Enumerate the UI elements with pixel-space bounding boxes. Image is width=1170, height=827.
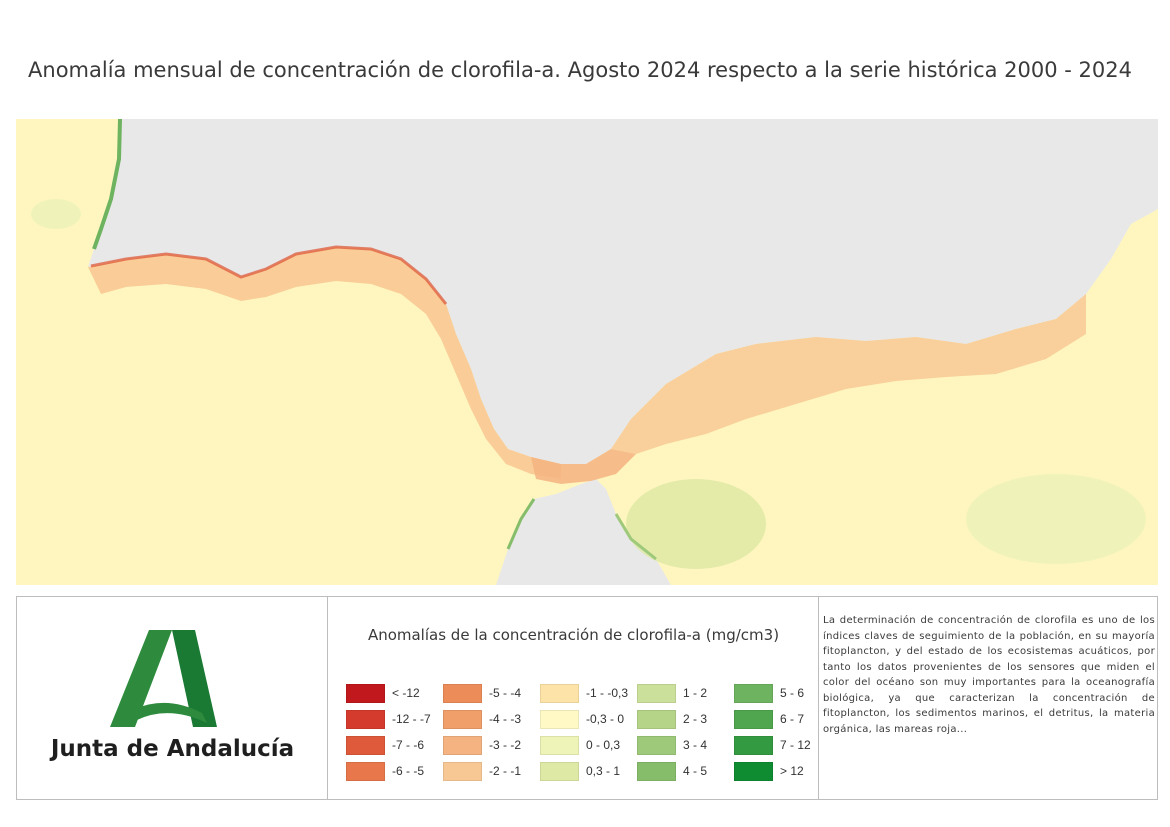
legend-swatch xyxy=(540,709,579,729)
junta-andalucia-logo-icon xyxy=(110,630,217,727)
legend-swatch xyxy=(443,761,482,781)
northwest-positive-patch xyxy=(31,199,81,229)
legend-item: -6 - -5 xyxy=(346,758,443,784)
legend-item: -2 - -1 xyxy=(443,758,540,784)
legend-label: -6 - -5 xyxy=(392,764,425,778)
legend-item: -5 - -4 xyxy=(443,680,540,706)
logo-text: Junta de Andalucía xyxy=(50,736,295,762)
coastal-anomaly-band xyxy=(88,247,561,479)
legend-label: > 12 xyxy=(780,764,804,778)
legend-swatch xyxy=(637,683,676,703)
legend-swatch xyxy=(540,735,579,755)
legend-item: 4 - 5 xyxy=(637,758,734,784)
legend-swatch xyxy=(346,683,385,703)
legend-item: 3 - 4 xyxy=(637,732,734,758)
legend-label: 4 - 5 xyxy=(683,764,708,778)
mediterranean-anomaly-band xyxy=(611,294,1086,454)
legend-label: -3 - -2 xyxy=(489,738,522,752)
alboran-positive-patch xyxy=(626,479,766,569)
legend-label: -1 - -0,3 xyxy=(586,686,629,700)
legend-swatch xyxy=(637,735,676,755)
legend-swatch xyxy=(540,761,579,781)
legend-swatch xyxy=(540,683,579,703)
alboran-coast-positive xyxy=(614,513,657,561)
legend-label: 1 - 2 xyxy=(683,686,708,700)
legend-item: -7 - -6 xyxy=(346,732,443,758)
legend-swatch xyxy=(734,683,773,703)
legend-swatch xyxy=(346,709,385,729)
legend-swatch xyxy=(637,761,676,781)
east-positive-patch xyxy=(966,474,1146,564)
legend-item: 7 - 12 xyxy=(734,732,831,758)
legend-section: Anomalías de la concentración de clorofi… xyxy=(328,597,819,799)
legend-label: -0,3 - 0 xyxy=(586,712,625,726)
info-panel: Junta de Andalucía Anomalías de la conce… xyxy=(16,596,1158,800)
legend-swatch xyxy=(443,683,482,703)
legend-swatch xyxy=(734,761,773,781)
morocco-coast-positive xyxy=(506,498,536,550)
legend-label: < -12 xyxy=(392,686,420,700)
legend-item: 0 - 0,3 xyxy=(540,732,637,758)
legend-item: > 12 xyxy=(734,758,831,784)
legend-item: -12 - -7 xyxy=(346,706,443,732)
legend-swatch xyxy=(346,735,385,755)
legend-label: 0,3 - 1 xyxy=(586,764,621,778)
portugal-coast-positive xyxy=(92,119,122,250)
legend-label: -12 - -7 xyxy=(392,712,431,726)
legend-label: 2 - 3 xyxy=(683,712,708,726)
legend-swatch xyxy=(734,735,773,755)
legend-label: 5 - 6 xyxy=(780,686,805,700)
legend-item: 6 - 7 xyxy=(734,706,831,732)
legend-item: 5 - 6 xyxy=(734,680,831,706)
chlorophyll-anomaly-map[interactable] xyxy=(16,119,1158,585)
legend-label: -2 - -1 xyxy=(489,764,522,778)
legend-swatch xyxy=(346,761,385,781)
legend-label: -4 - -3 xyxy=(489,712,522,726)
map-title: Anomalía mensual de concentración de clo… xyxy=(28,58,1132,82)
legend-label: -5 - -4 xyxy=(489,686,522,700)
legend-label: -7 - -6 xyxy=(392,738,425,752)
legend-item: -0,3 - 0 xyxy=(540,706,637,732)
legend-item: -1 - -0,3 xyxy=(540,680,637,706)
legend-swatch xyxy=(637,709,676,729)
legend-item: 2 - 3 xyxy=(637,706,734,732)
legend-item: 1 - 2 xyxy=(637,680,734,706)
coastal-negative-rim xyxy=(90,245,448,305)
description-text: La determinación de concentración de clo… xyxy=(823,615,1155,735)
strait-anomaly-band xyxy=(531,449,636,484)
legend-label: 3 - 4 xyxy=(683,738,708,752)
map-canvas xyxy=(16,119,1158,585)
legend-grid: < -12 -12 - -7 -7 - -6 -6 - -5 -5 - -4 -4 - -… xyxy=(346,680,831,784)
legend-label: 0 - 0,3 xyxy=(586,738,621,752)
legend-title: Anomalías de la concentración de clorofi… xyxy=(367,626,780,644)
legend-item: 0,3 - 1 xyxy=(540,758,637,784)
legend-swatch xyxy=(443,735,482,755)
legend-item: -4 - -3 xyxy=(443,706,540,732)
legend-item: < -12 xyxy=(346,680,443,706)
legend-item: -3 - -2 xyxy=(443,732,540,758)
legend-label: 7 - 12 xyxy=(780,738,811,752)
atlantic-sea xyxy=(16,119,1158,585)
legend-label: 6 - 7 xyxy=(780,712,805,726)
legend-swatch xyxy=(734,709,773,729)
legend-swatch xyxy=(443,709,482,729)
description-section: La determinación de concentración de clo… xyxy=(819,597,1157,799)
logo-section: Junta de Andalucía xyxy=(17,597,328,799)
